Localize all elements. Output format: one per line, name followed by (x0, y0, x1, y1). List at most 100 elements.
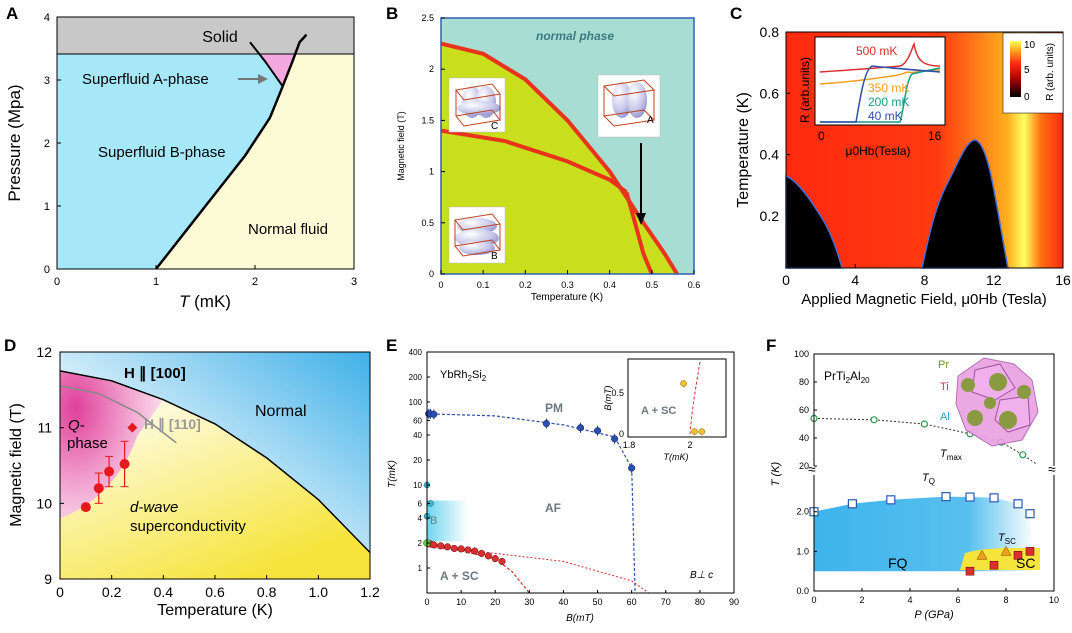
label-q-phase: phase (67, 435, 108, 452)
label-fq: FQ (888, 555, 908, 571)
e-ytick-10: 1 (418, 564, 423, 573)
panel-c-xticks: 0 4 8 12 16 (782, 264, 1071, 288)
label-normal: Normal (255, 403, 307, 420)
c-xtick-4: 16 (1055, 272, 1071, 288)
e-xtick-6: 60 (627, 597, 637, 607)
f-ytick-low-2: 2.0 (796, 507, 809, 517)
b-xtick-1: 0.1 (477, 280, 490, 290)
colorbar: 10 5 0 R (arb. units) (1002, 32, 1064, 114)
e-xtick-8: 80 (695, 597, 705, 607)
label-superconductivity: superconductivity (130, 518, 246, 535)
panel-d-ylabel: Magnetic field (T) (8, 403, 25, 527)
panel-e-xticks: 0 10 20 30 40 50 60 70 80 90 (424, 590, 739, 607)
label-h110: H ∥ [110] (144, 416, 201, 433)
panel-d: D H ∥ [100] H ∥ [110] Normal Q- phase d-… (4, 336, 380, 619)
inset-legend-40mk: 40 mK (868, 109, 903, 123)
c-ytick-3: 0.8 (760, 24, 780, 40)
f-tsc-point-5 (1000, 545, 1012, 556)
d-xtick-3: 0.6 (205, 584, 225, 600)
e-xtick-2: 20 (490, 597, 500, 607)
panel-f-letter: F (766, 336, 776, 355)
c-xtick-1: 4 (851, 272, 859, 288)
f-tq-point-7 (1025, 509, 1035, 519)
f-tq-point-2 (886, 495, 896, 505)
c-ytick-2: 0.6 (760, 85, 780, 101)
inset-xtick-16: 16 (928, 129, 942, 143)
d-ytick-2: 11 (37, 420, 52, 436)
a-xtick-1: 1 (153, 276, 159, 288)
inset-points (680, 380, 706, 435)
f-ytick-up-4: 100 (794, 349, 809, 359)
axis-break-left: ≈ (808, 461, 816, 477)
a-xtick-2: 2 (252, 276, 258, 288)
e-inset-point-0 (680, 380, 687, 387)
e-blue-point-2 (430, 410, 438, 418)
panel-e-ylabel: T(mK) (387, 460, 398, 488)
colorbar-tick-0: 0 (1024, 92, 1030, 103)
e-ytick-6: 10 (413, 481, 422, 490)
d-xtick-0: 0 (56, 584, 64, 600)
label-tsc: TSC (998, 532, 1016, 546)
inset-xlabel: μ0Hb(Tesla) (846, 144, 911, 158)
q-phase-data-points (80, 422, 138, 513)
panel-c-letter: C (730, 4, 742, 23)
label-orientation: B⊥ c (690, 570, 713, 581)
d-xtick-2: 0.4 (154, 584, 174, 600)
f-ytick-up-1: 40 (799, 433, 809, 443)
d-xtick-4: 0.8 (257, 584, 277, 600)
e-xtick-0: 0 (424, 597, 429, 607)
e-blue-point-4 (576, 424, 585, 432)
a-ytick-0: 0 (44, 264, 50, 276)
e-red-point-3 (437, 542, 445, 550)
inset-xlabel: T(mK) (664, 452, 689, 462)
b-ytick-4: 2 (429, 64, 434, 74)
f-xtick-4: 8 (1003, 595, 1008, 605)
inset-xtick-0: 0 (818, 129, 825, 143)
label-normal-phase: normal phase (536, 29, 614, 43)
panel-f-xlabel: P (GPa) (914, 609, 954, 621)
f-xtick-3: 6 (955, 595, 960, 605)
panel-d-letter: D (4, 336, 16, 355)
panel-d-xticks: 0 0.2 0.4 0.6 0.8 1.0 1.2 (56, 575, 380, 600)
label-a-sc: A + SC (440, 569, 479, 583)
a-ytick-3: 3 (44, 75, 50, 87)
f-tq-point-4 (965, 492, 975, 502)
e-red-point-11 (491, 555, 499, 563)
inset-c-label: C (491, 121, 498, 132)
c-xtick-0: 0 (782, 272, 790, 288)
b-ytick-2: 1 (429, 167, 434, 177)
panel-b-yticks: 0 0.5 1 1.5 2 2.5 (421, 13, 445, 279)
d-xtick-5: 1.0 (309, 584, 329, 600)
e-xtick-9: 90 (729, 597, 739, 607)
heatmap-dark-dome (921, 139, 1009, 269)
panel-e-letter: E (386, 336, 397, 355)
panel-c-inset: 500 mK 350 mK 200 mK 40 mK R (arb.units)… (798, 36, 946, 158)
b-ytick-0: 0 (429, 269, 434, 279)
panel-b: B normal phase C A (386, 4, 700, 303)
panel-b-ylabel: Magnetic field (T) (396, 111, 406, 181)
legend-ti: Ti (940, 381, 949, 393)
d-point-3 (119, 458, 130, 469)
e-red-point-8 (471, 547, 479, 555)
a-xtick-0: 0 (54, 276, 60, 288)
e-data-points (423, 408, 636, 565)
c-ytick-1: 0.4 (760, 147, 780, 163)
panel-f-ylabel: T (K) (770, 461, 782, 486)
label-d-wave: d-wave (130, 499, 178, 516)
b-xtick-5: 0.5 (646, 280, 659, 290)
legend-al: Al (940, 411, 950, 423)
e-blue-point-6 (611, 435, 619, 443)
e-red-point-10 (484, 552, 492, 560)
a-phase-arrow-head (258, 74, 268, 84)
region-b-phase (427, 500, 468, 542)
colorbar-tick-5: 5 (1024, 65, 1030, 76)
panel-e: E YbRh2Si2 PM AF A + SC B B⊥ c A + SC 0.… (386, 336, 739, 624)
c-xtick-3: 12 (986, 272, 1002, 288)
f-tmax-point-1 (870, 416, 878, 424)
crystal-structure: Pr Ti Al (938, 357, 1039, 447)
inset-curve-40mk (820, 65, 941, 123)
inset-a-label: A (647, 115, 654, 126)
inset-label-a-sc: A + SC (641, 405, 676, 417)
label-pm: PM (545, 401, 563, 415)
